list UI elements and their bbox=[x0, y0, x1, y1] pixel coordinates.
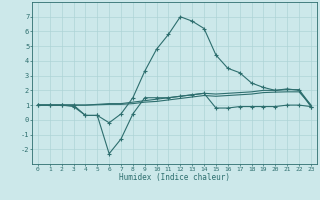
X-axis label: Humidex (Indice chaleur): Humidex (Indice chaleur) bbox=[119, 173, 230, 182]
